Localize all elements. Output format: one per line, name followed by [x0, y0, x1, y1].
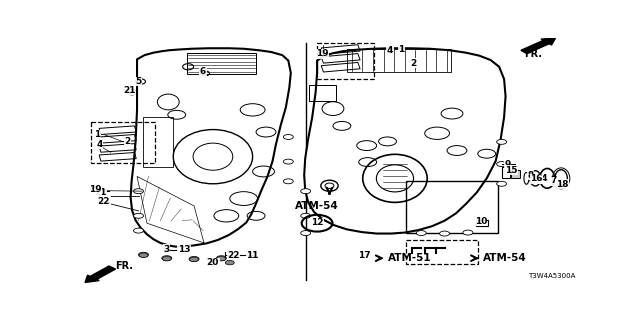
- Text: 1: 1: [398, 45, 404, 54]
- Circle shape: [284, 179, 293, 184]
- Circle shape: [134, 213, 143, 218]
- Polygon shape: [131, 48, 291, 247]
- Polygon shape: [304, 48, 506, 234]
- Bar: [321, 53, 360, 63]
- Bar: [502, 166, 509, 178]
- Circle shape: [162, 256, 172, 261]
- Bar: [347, 49, 451, 72]
- Circle shape: [497, 181, 507, 186]
- Text: 2: 2: [410, 59, 417, 68]
- Text: ATM-54: ATM-54: [483, 253, 527, 263]
- Text: 20: 20: [207, 258, 219, 267]
- Text: 13: 13: [178, 245, 191, 254]
- Circle shape: [463, 230, 473, 235]
- Text: ATM-51: ATM-51: [388, 253, 431, 263]
- Text: 14: 14: [535, 174, 548, 183]
- FancyArrow shape: [85, 266, 116, 283]
- Text: 4: 4: [97, 140, 103, 149]
- Bar: [91, 122, 156, 163]
- Bar: [99, 134, 136, 143]
- Text: 8: 8: [527, 171, 534, 180]
- Circle shape: [301, 213, 310, 218]
- Text: ATM-54: ATM-54: [295, 201, 339, 211]
- Text: 19: 19: [316, 49, 328, 58]
- Text: 10: 10: [475, 217, 487, 226]
- Bar: [99, 153, 136, 161]
- Bar: [309, 85, 337, 101]
- Text: T3W4A5300A: T3W4A5300A: [527, 273, 575, 279]
- Circle shape: [189, 257, 198, 262]
- Bar: [406, 181, 498, 233]
- Circle shape: [217, 256, 226, 261]
- Bar: [99, 126, 136, 134]
- Bar: [476, 220, 488, 226]
- Text: 21: 21: [124, 86, 136, 95]
- FancyArrow shape: [521, 38, 556, 54]
- Circle shape: [209, 260, 218, 265]
- Text: 6: 6: [200, 67, 206, 76]
- Circle shape: [416, 231, 426, 236]
- Circle shape: [134, 189, 143, 194]
- Text: 19: 19: [88, 185, 101, 195]
- Circle shape: [497, 140, 507, 144]
- Text: 9: 9: [504, 160, 511, 169]
- Text: 15: 15: [505, 166, 518, 175]
- Circle shape: [138, 252, 148, 257]
- Circle shape: [163, 256, 172, 261]
- Circle shape: [134, 228, 143, 233]
- Bar: [321, 45, 360, 54]
- Circle shape: [301, 231, 310, 236]
- Text: 17: 17: [358, 251, 371, 260]
- Bar: [511, 170, 520, 178]
- Text: 3: 3: [164, 244, 170, 253]
- Text: 16: 16: [530, 174, 543, 183]
- Text: FR.: FR.: [115, 261, 132, 271]
- Bar: [321, 62, 360, 72]
- Circle shape: [301, 189, 310, 194]
- Circle shape: [139, 253, 148, 258]
- Text: 22: 22: [97, 196, 110, 205]
- Circle shape: [497, 162, 507, 166]
- Bar: [187, 53, 256, 74]
- Text: FR.: FR.: [524, 49, 542, 59]
- Text: 4: 4: [387, 46, 393, 55]
- Text: 22: 22: [227, 251, 240, 260]
- Text: 18: 18: [556, 180, 568, 189]
- Circle shape: [189, 256, 199, 261]
- Text: 5: 5: [136, 77, 141, 86]
- Text: 7: 7: [550, 176, 557, 185]
- Circle shape: [284, 134, 293, 140]
- Bar: [317, 43, 374, 79]
- Bar: [99, 144, 136, 152]
- Text: 2: 2: [124, 137, 131, 146]
- Circle shape: [225, 260, 234, 265]
- Circle shape: [284, 159, 293, 164]
- Text: 1: 1: [94, 130, 100, 139]
- Circle shape: [440, 231, 449, 236]
- Circle shape: [216, 256, 227, 261]
- Bar: [406, 240, 478, 264]
- Text: 12: 12: [311, 218, 323, 227]
- Text: 11: 11: [246, 251, 259, 260]
- Bar: [143, 117, 173, 166]
- Text: 11: 11: [93, 188, 106, 197]
